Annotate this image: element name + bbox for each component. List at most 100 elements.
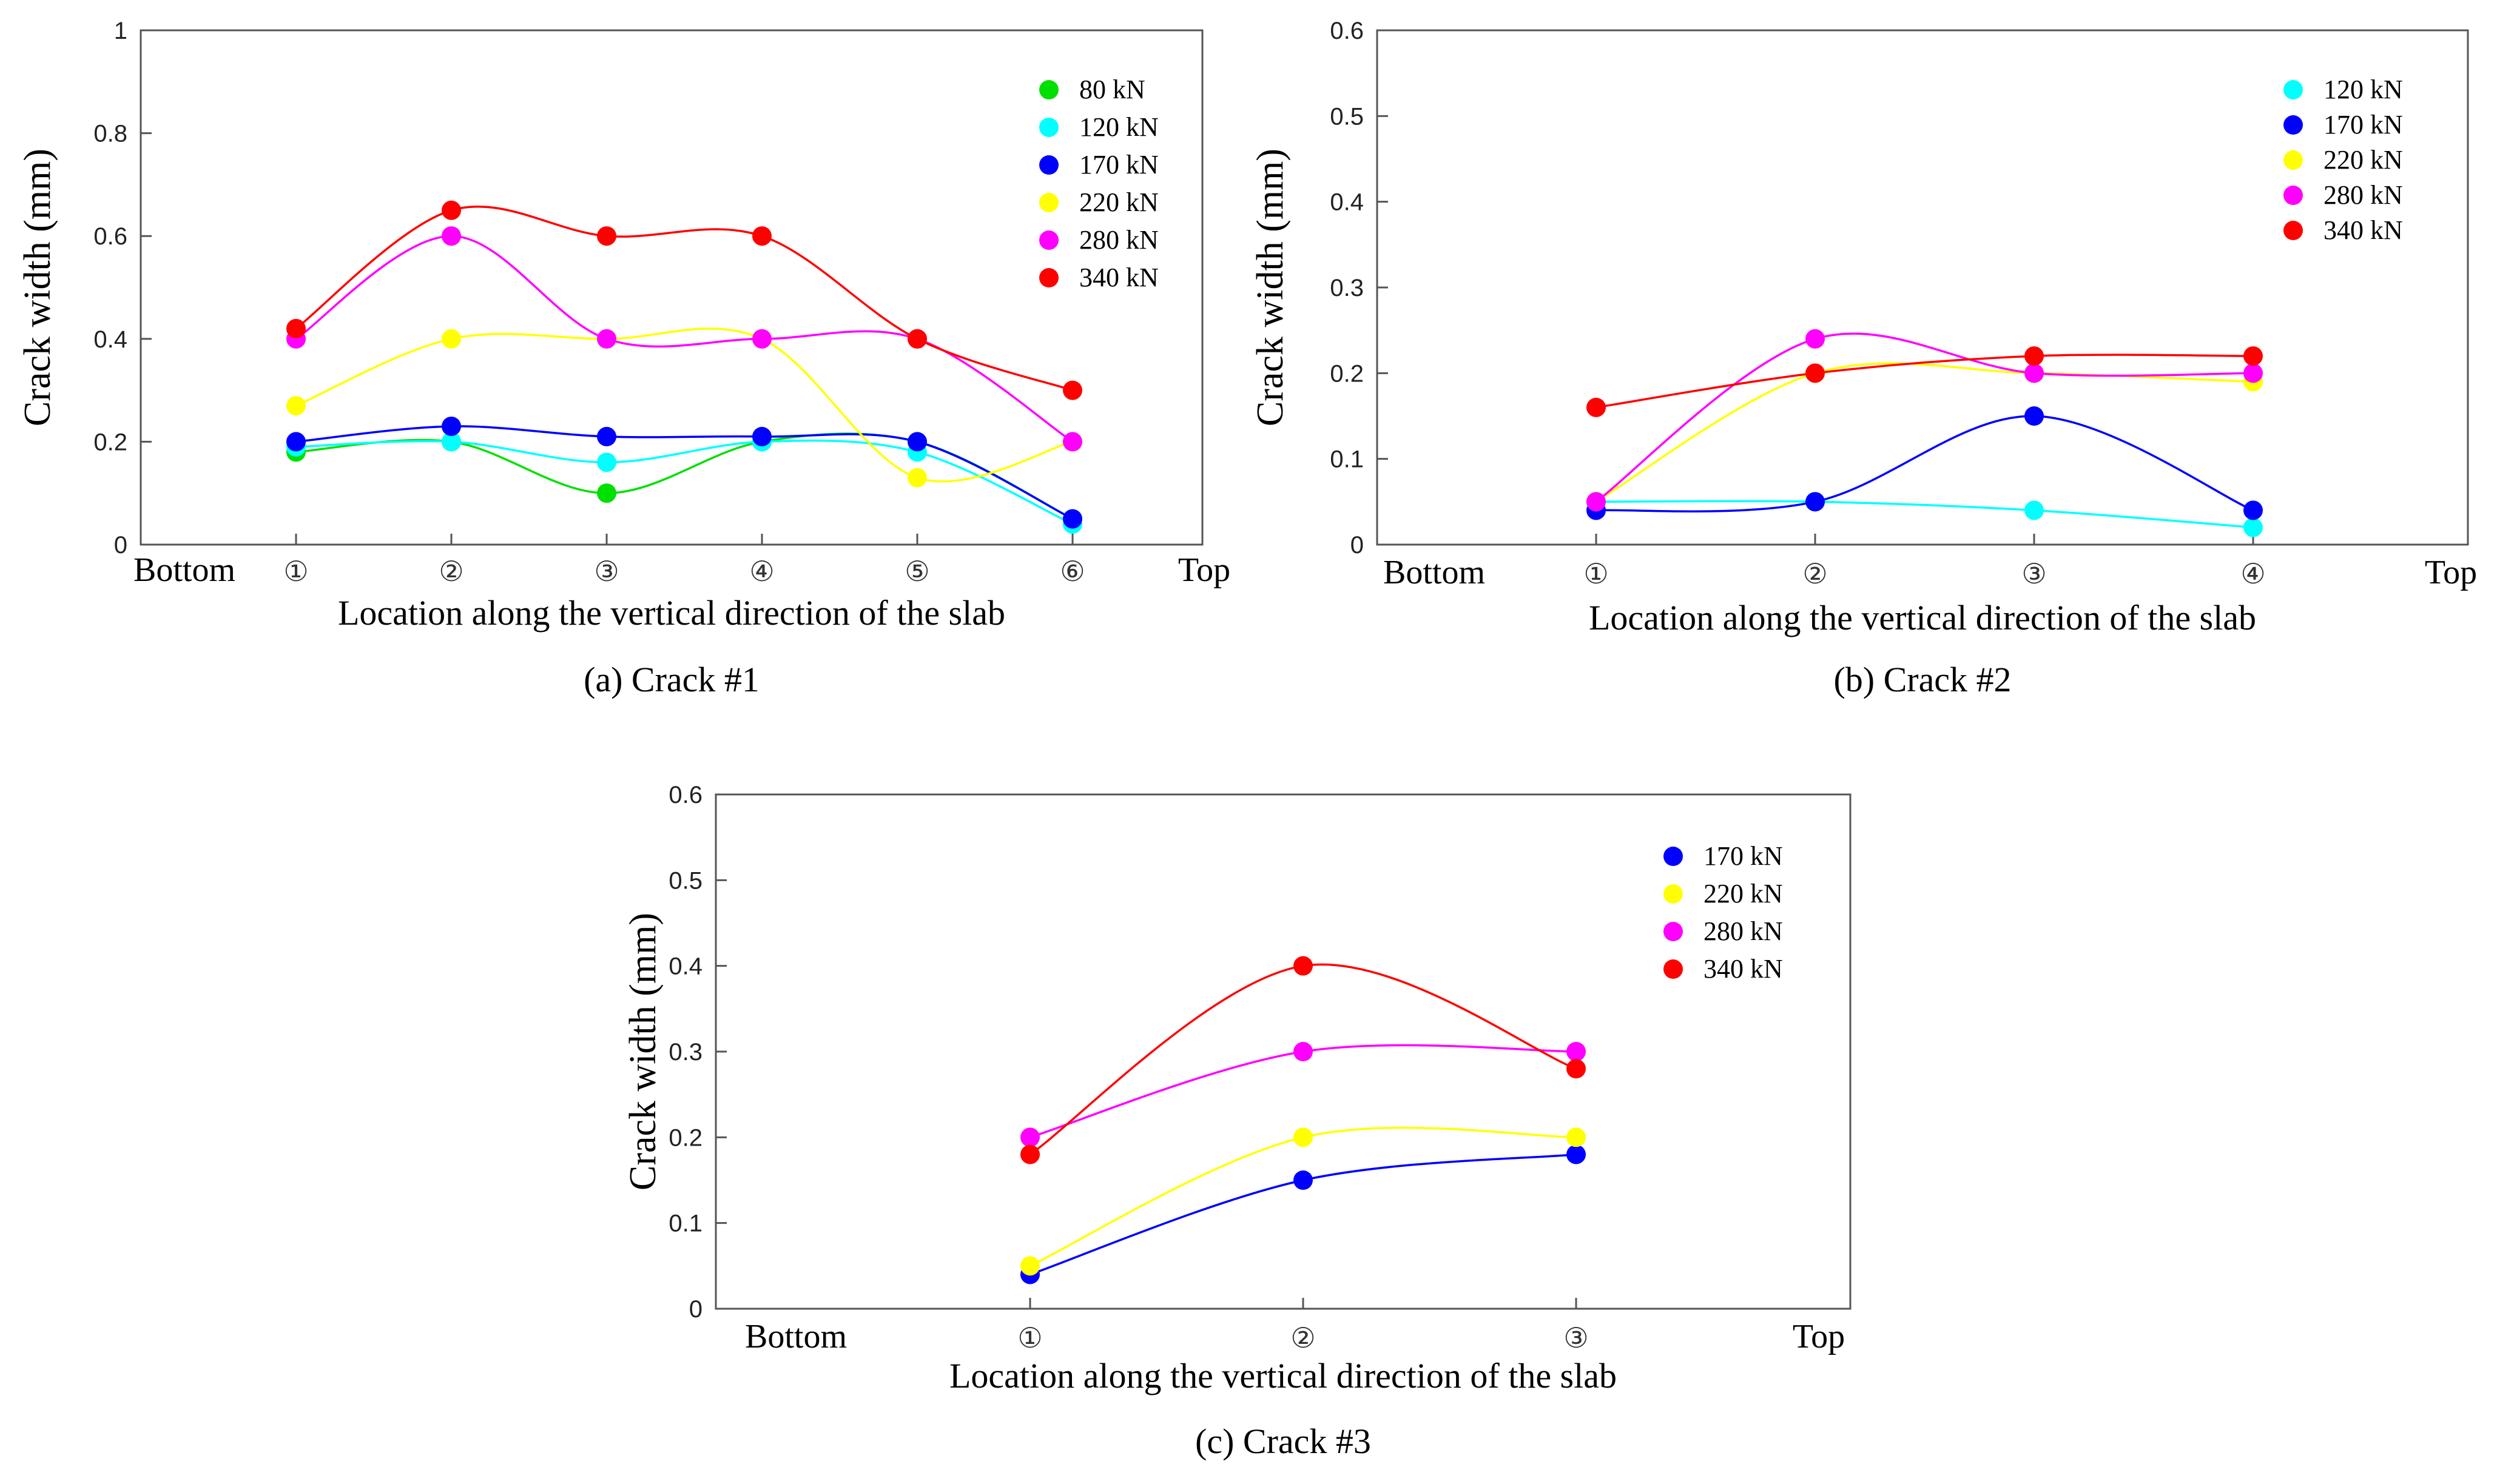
plot-frame: [140, 29, 1204, 546]
y-tick-label: 0.2: [669, 1124, 703, 1151]
data-point: [2243, 363, 2263, 383]
y-tick-label: 1: [114, 18, 127, 44]
y-tick-label: 0.4: [669, 953, 703, 980]
data-point: [1586, 492, 1606, 512]
data-point: [2024, 500, 2044, 520]
legend-marker: [2283, 221, 2303, 240]
series-line: [295, 327, 1073, 483]
data-point: [1063, 380, 1082, 400]
data-point: [442, 416, 461, 436]
x-tick-label: ①: [1583, 558, 1608, 589]
legend-marker: [2283, 80, 2303, 99]
series-line: [1596, 500, 2254, 529]
x-axis-label: Location along the vertical direction of…: [338, 593, 1005, 633]
legend-marker: [1039, 230, 1059, 250]
data-point: [2243, 500, 2263, 520]
data-point: [597, 226, 616, 246]
data-point: [442, 200, 461, 220]
data-point: [286, 318, 306, 338]
y-tick-label: 0.3: [669, 1039, 703, 1066]
x-tick-label: ②: [439, 556, 463, 587]
x-tick-label: ④: [2240, 558, 2265, 589]
data-point: [908, 432, 927, 452]
legend-entry: 120 kN: [1079, 112, 1159, 142]
legend-entry: 340 kN: [1703, 954, 1783, 984]
legend-marker: [1039, 193, 1059, 212]
x-end-label-top: Top: [1793, 1318, 1845, 1355]
y-tick-label: 0: [689, 1296, 703, 1323]
legend-entry: 340 kN: [2323, 215, 2403, 245]
legend-marker: [2283, 186, 2303, 205]
series-line: [1596, 362, 2254, 503]
legend-entry: 220 kN: [1703, 879, 1783, 908]
x-axis-label: Location along the vertical direction of…: [949, 1356, 1617, 1395]
y-axis-label: Crack width (mm): [1250, 149, 1291, 426]
data-point: [752, 226, 772, 246]
x-tick-label: ③: [1563, 1322, 1588, 1354]
y-tick-label: 0.1: [1330, 446, 1364, 473]
y-tick-label: 0.5: [1330, 103, 1364, 130]
panel-caption: (c) Crack #3: [1195, 1422, 1371, 1461]
data-point: [1020, 1127, 1040, 1147]
data-point: [908, 468, 927, 488]
data-point: [286, 432, 306, 452]
legend-marker: [1039, 155, 1059, 175]
legend-entry: 280 kN: [2323, 180, 2403, 210]
chart-panel-a: 0 0.2 0.4 0.6 0.8 1 ① ② ③ ④ ⑤ ⑥ Bottom Top Location al…: [17, 18, 1230, 699]
data-point: [1805, 363, 1825, 383]
data-point: [597, 329, 616, 349]
data-point: [2024, 363, 2044, 383]
legend-entry: 170 kN: [2323, 110, 2403, 139]
data-point: [1586, 397, 1606, 417]
data-point: [442, 432, 461, 452]
data-point: [2243, 517, 2263, 537]
data-point: [1020, 1144, 1040, 1164]
y-tick-label: 0: [114, 532, 127, 559]
legend-entry: 80 kN: [1079, 75, 1145, 104]
x-end-label-bottom: Bottom: [1383, 554, 1485, 591]
data-point: [442, 226, 461, 246]
legend-marker: [2283, 115, 2303, 135]
data-point: [752, 426, 772, 446]
data-point: [597, 426, 616, 446]
data-point: [286, 396, 306, 416]
x-tick-label: ①: [1017, 1322, 1042, 1354]
data-point: [1805, 329, 1825, 349]
data-point: [1566, 1127, 1586, 1147]
y-axis-label: Crack width (mm): [622, 913, 664, 1190]
y-tick-label: 0.6: [1330, 18, 1364, 44]
data-point: [1063, 509, 1082, 529]
x-tick-label: ⑤: [905, 556, 929, 587]
y-tick-label: 0.6: [93, 223, 127, 250]
legend-marker: [1663, 847, 1683, 866]
x-end-label-bottom: Bottom: [133, 551, 235, 589]
x-tick-label: ①: [283, 556, 308, 587]
y-tick-label: 0.5: [669, 867, 703, 894]
data-point: [2024, 406, 2044, 426]
series-group: [1020, 956, 1586, 1284]
y-tick-label: 0.8: [93, 121, 127, 147]
legend-entry: 280 kN: [1079, 225, 1159, 255]
y-tick-label: 0.6: [669, 782, 703, 808]
series-group: [286, 200, 1082, 534]
legend-marker: [1663, 884, 1683, 904]
y-tick-label: 0.2: [93, 429, 127, 455]
data-point: [2243, 346, 2263, 366]
legend: 120 kN 170 kN 220 kN 280 kN 340 kN: [2283, 75, 2403, 245]
legend-marker: [1663, 922, 1683, 941]
legend-marker: [2283, 150, 2303, 170]
x-tick-label: ⑥: [1060, 556, 1085, 587]
x-end-label-top: Top: [1178, 551, 1230, 589]
data-point: [1805, 492, 1825, 512]
legend-entry: 170 kN: [1703, 841, 1783, 871]
legend-entry: 170 kN: [1079, 150, 1159, 180]
series-group: [1586, 329, 2263, 537]
chart-panel-c: 0 0.1 0.2 0.3 0.4 0.5 0.6 ① ② ③ Bottom Top Location …: [622, 782, 1852, 1461]
data-point: [1566, 1059, 1586, 1079]
data-point: [2024, 346, 2044, 366]
data-point: [1293, 956, 1313, 976]
data-point: [1020, 1256, 1040, 1276]
series-line: [1595, 332, 2254, 503]
